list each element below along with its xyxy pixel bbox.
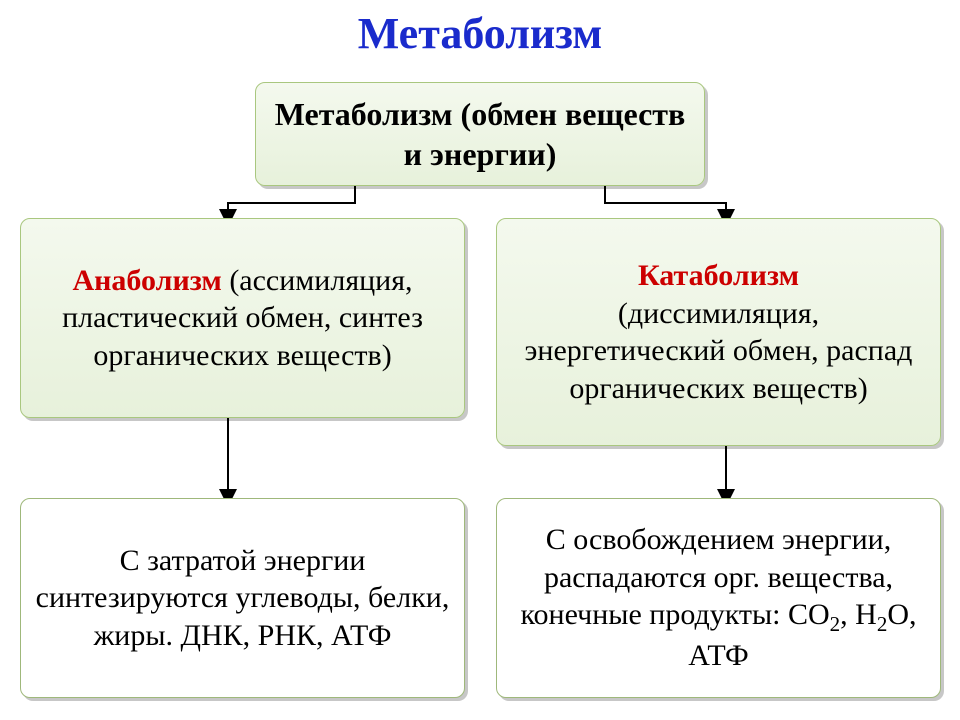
page-title: Метаболизм — [0, 0, 960, 69]
top-box: Метаболизм (обмен веществ и энергии) — [255, 82, 705, 186]
right-mid-content: Катаболизм (диссимиляция, энергетический… — [511, 257, 926, 407]
left-mid-highlight: Анаболизм — [72, 264, 221, 297]
left-mid-box: Анаболизм (ассимиляция, пластический обм… — [20, 218, 465, 418]
right-bot-sub1: 2 — [830, 612, 841, 636]
left-bot-text: С затратой энергии синтезируются углевод… — [35, 542, 450, 655]
right-mid-box: Катаболизм (диссимиляция, энергетический… — [496, 218, 941, 446]
right-bot-content: С освобождением энергии, распадаются орг… — [511, 521, 926, 675]
top-box-text: Метаболизм (обмен веществ и энергии) — [270, 94, 690, 174]
right-bot-box: С освобождением энергии, распадаются орг… — [496, 498, 941, 698]
left-bot-box: С затратой энергии синтезируются углевод… — [20, 498, 465, 698]
right-bot-mid1: , Н — [840, 598, 877, 631]
right-mid-rest2: энергетический обмен, распад органически… — [525, 334, 913, 405]
right-mid-highlight: Катаболизм — [638, 259, 799, 292]
right-bot-sub2: 2 — [877, 612, 888, 636]
left-mid-content: Анаболизм (ассимиляция, пластический обм… — [35, 262, 450, 375]
right-mid-rest1: (диссимиляция, — [618, 297, 819, 330]
